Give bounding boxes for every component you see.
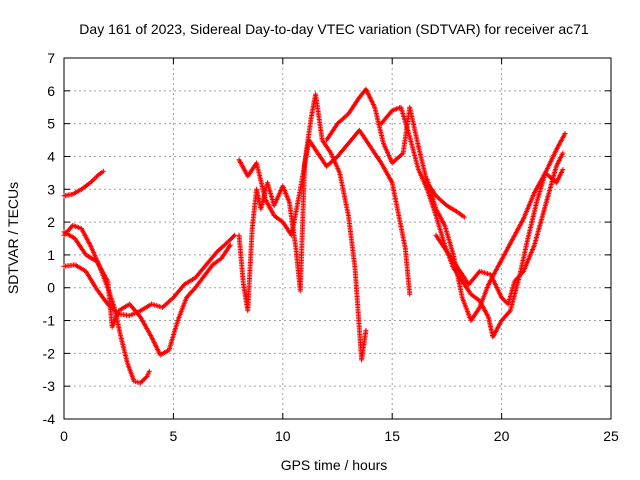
series-markers <box>378 104 568 340</box>
series-e <box>236 91 369 363</box>
x-tick-label: 5 <box>170 428 178 444</box>
series-markers <box>61 229 233 358</box>
y-tick-label: -4 <box>43 411 56 427</box>
series-h <box>378 104 568 340</box>
y-tick-label: 3 <box>47 181 55 197</box>
series-f <box>236 127 413 297</box>
series-j <box>433 150 566 307</box>
series-i <box>424 167 566 324</box>
series-markers <box>433 150 566 307</box>
x-tick-label: 10 <box>275 428 291 444</box>
series-markers <box>424 167 566 324</box>
y-tick-label: 7 <box>47 50 55 66</box>
x-tick-label: 0 <box>60 428 68 444</box>
x-axis-label: GPS time / hours <box>281 457 388 473</box>
series-markers <box>61 168 106 199</box>
y-tick-label: 2 <box>47 214 55 230</box>
data-points <box>61 86 568 386</box>
y-tick-label: 1 <box>47 247 55 263</box>
x-tick-label: 15 <box>384 428 400 444</box>
series-markers <box>236 127 413 297</box>
x-tick-label: 25 <box>603 428 619 444</box>
axis-ticks: -4 -3 -2 -1 0 1 2 3 4 5 6 7 0 5 10 15 20 25 <box>43 50 619 444</box>
chart-title: Day 161 of 2023, Sidereal Day-to-day VTE… <box>79 21 589 37</box>
y-axis-label: SDTVAR / TECUs <box>5 182 21 294</box>
grid <box>64 58 611 419</box>
y-tick-label: 5 <box>47 116 55 132</box>
y-tick-label: -2 <box>43 345 56 361</box>
y-tick-label: 6 <box>47 83 55 99</box>
x-tick-label: 20 <box>494 428 510 444</box>
y-tick-label: -3 <box>43 378 56 394</box>
plot-frame <box>63 57 612 420</box>
series-a <box>61 168 106 199</box>
series-markers <box>236 91 369 363</box>
series-d <box>61 229 233 358</box>
y-tick-label: 0 <box>47 280 55 296</box>
y-tick-label: 4 <box>47 148 55 164</box>
y-tick-label: -1 <box>43 313 56 329</box>
